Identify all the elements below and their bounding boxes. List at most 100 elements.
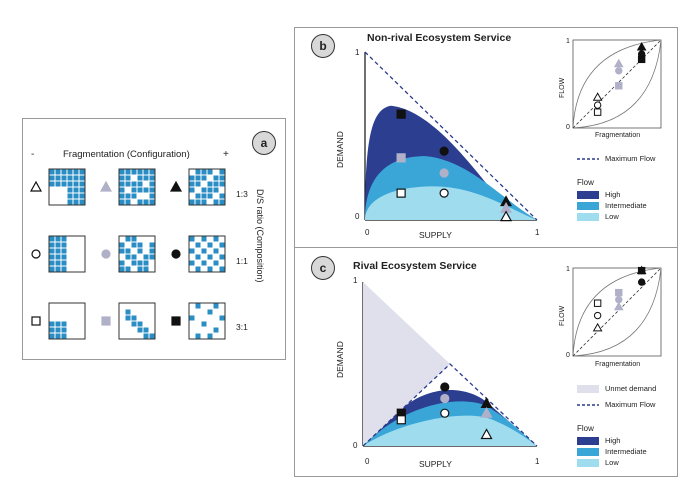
grid-cell [207,193,213,199]
grid-cell [207,254,213,260]
grid-cell [125,175,131,181]
grid-cell [201,260,207,266]
legend-c-flow-title: Flow [577,424,594,433]
grid-cell [207,242,213,248]
marker-a-2-0 [31,316,41,326]
panel-b-point-2 [396,188,406,198]
grid-cell [213,181,219,187]
grid-cell [73,181,79,187]
grid-cell [119,199,125,205]
marker-a-1-2 [171,249,181,259]
panel-c-point-3 [440,393,450,404]
panel-b-inset-point-6 [592,92,603,101]
panel-c-point-6 [480,406,493,418]
marker-a-0-1 [99,180,113,192]
legend-b-intermediate: Intermediate [577,201,647,210]
ratio-1-1: 1:1 [236,256,248,266]
panel-c-inset-point-5 [637,278,646,286]
marker-a-2-2 [171,316,181,326]
grid-0-1 [118,168,156,206]
grid-cell [213,175,219,181]
grid-cell [137,169,143,175]
fragmentation-title: Fragmentation (Configuration) [63,149,190,160]
grid-cell [49,327,55,333]
grid-cell [143,260,149,266]
panel-b-title: Non-rival Ecosystem Service [367,32,512,44]
grid-cell [61,236,67,242]
grid-cell [131,236,137,242]
grid-cell [189,199,195,205]
marker-a-2-1 [101,316,111,326]
grid-cell [149,193,155,199]
grid-cell [195,242,201,248]
grid-cell [61,333,67,339]
grid-cell [143,266,149,272]
panel-b-point-4 [439,168,449,178]
grid-cell [49,175,55,181]
grid-cell [201,169,207,175]
grid-cell [49,321,55,327]
grid-cell [219,199,225,205]
grid-cell [125,169,131,175]
grid-cell [149,199,155,205]
grid-cell [131,187,137,193]
grid-cell [137,260,143,266]
grid-cell [125,315,131,321]
panel-a-badge: a [252,131,276,155]
marker-a-0-2 [169,180,183,192]
grid-cell [195,333,201,339]
grid-cell [219,315,225,321]
panel-b-xlabel: SUPPLY [419,230,452,240]
legend-c-max-flow: Maximum Flow [577,400,655,409]
grid-cell [79,187,85,193]
grid-2-2 [188,302,226,340]
legend-c-high-label: High [605,436,621,445]
grid-cell [213,236,219,242]
grid-cell [119,248,125,254]
ratio-1-3: 1:3 [236,189,248,199]
panel-c-unmet-area [363,282,450,446]
grid-cell [149,175,155,181]
grid-cell [119,175,125,181]
legend-b-max-flow-label: Maximum Flow [605,154,656,163]
grid-cell [131,193,137,199]
grid-cell [125,254,131,260]
grid-cell [213,199,219,205]
inset-b-y1: 1 [566,38,570,45]
panel-b-xtick-0: 0 [365,228,370,237]
grid-2-0 [48,302,86,340]
panel-c-xlabel: SUPPLY [419,459,452,469]
grid-cell [131,169,137,175]
panel-b-max-flow-line [364,51,538,221]
grid-cell [61,175,67,181]
grid-cell [213,248,219,254]
minus-sign: - [31,149,35,160]
legend-c-unmet-label: Unmet demand [605,384,657,393]
grid-cell [201,199,207,205]
grid-cell [189,187,195,193]
grid-cell [119,169,125,175]
grid-cell [67,199,73,205]
grid-cell [195,199,201,205]
grid-cell [201,321,207,327]
grid-cell [207,266,213,272]
grid-cell [49,266,55,272]
grid-cell [67,175,73,181]
grid-cell [219,242,225,248]
legend-c-max-flow-label: Maximum Flow [605,400,656,409]
grid-cell [67,169,73,175]
grid-cell [79,169,85,175]
panel-c-ytick-0: 0 [353,441,358,450]
grid-cell [61,260,67,266]
grid-cell [131,315,137,321]
legend-b-low: Low [577,212,619,221]
grid-cell [67,193,73,199]
grid-cell [73,169,79,175]
grid-cell [219,181,225,187]
grid-cell [119,181,125,187]
panel-b-inset-point-4 [615,67,623,75]
grid-cell [213,327,219,333]
panel-b-low-area [365,186,537,220]
panel-c-title: Rival Ecosystem Service [353,260,477,272]
panel-c-low-area [363,415,537,446]
